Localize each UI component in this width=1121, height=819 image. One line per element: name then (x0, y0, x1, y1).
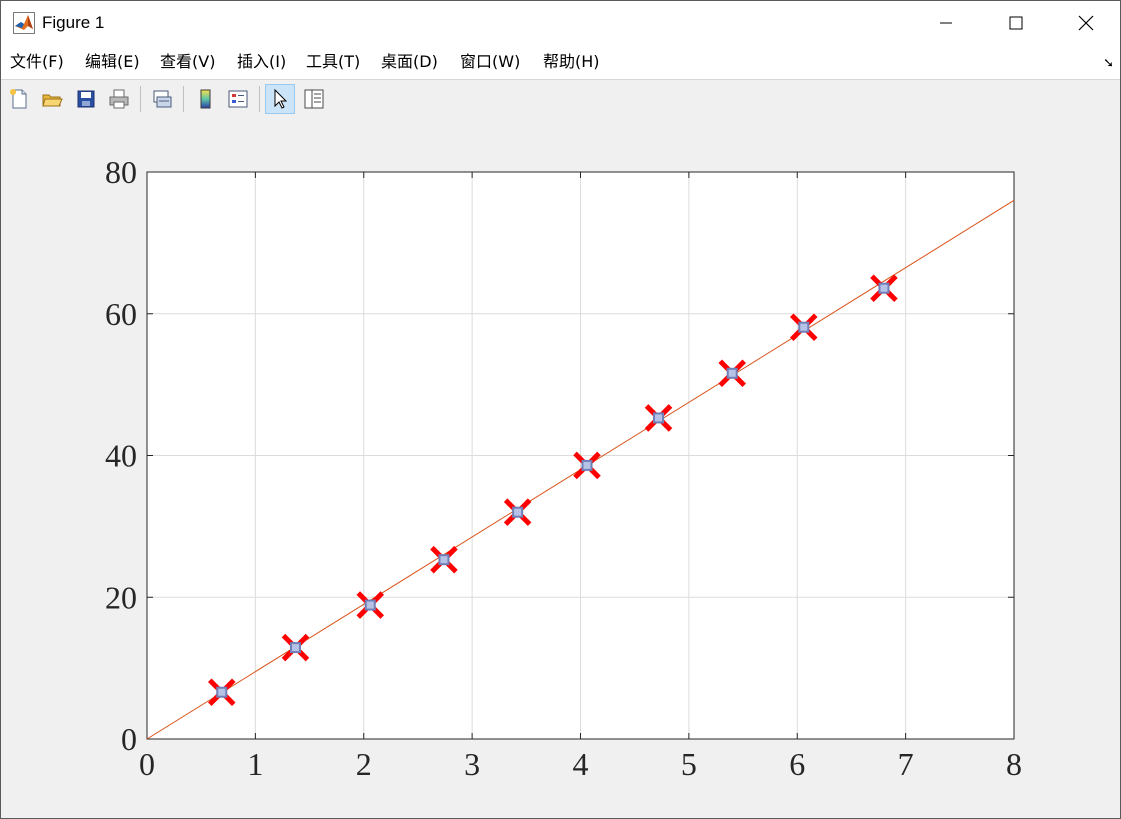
print-icon (109, 89, 129, 109)
insert-legend-icon (228, 90, 248, 108)
dock-arrow-icon[interactable]: ➘ (1103, 55, 1114, 70)
property-inspector-button[interactable] (299, 84, 329, 114)
print-button[interactable] (104, 84, 134, 114)
link-plot-icon (153, 90, 172, 108)
x-tick-label: 6 (789, 746, 805, 782)
menu-edit[interactable]: 编辑(E) (85, 52, 140, 71)
insert-colorbar-icon (200, 89, 211, 109)
link-plot-button[interactable] (147, 84, 177, 114)
square-marker (581, 459, 593, 471)
menu-view[interactable]: 查看(V) (160, 52, 216, 71)
minimize-icon (940, 22, 952, 24)
close-button[interactable] (1051, 1, 1120, 45)
menu-window[interactable]: 窗口(W) (460, 52, 521, 71)
title-bar: Figure 1 (1, 1, 1120, 45)
figure-canvas: 0 1 2 3 4 5 6 7 8 0 20 40 60 80 (1, 118, 1120, 818)
maximize-icon (1009, 16, 1023, 30)
square-marker (653, 412, 665, 424)
x-tick-label: 7 (898, 746, 914, 782)
y-tick-label: 0 (121, 721, 137, 757)
close-icon (1078, 15, 1094, 31)
menu-desktop[interactable]: 桌面(D) (381, 52, 438, 71)
minimize-button[interactable] (911, 1, 981, 45)
toolbar-separator (259, 86, 260, 112)
new-figure-button[interactable] (4, 84, 34, 114)
square-marker (438, 554, 450, 566)
maximize-button[interactable] (981, 1, 1051, 45)
insert-legend-button[interactable] (223, 84, 253, 114)
square-marker (726, 367, 738, 379)
square-marker (364, 599, 376, 611)
matlab-logo-icon (13, 12, 35, 34)
x-tick-label: 1 (247, 746, 263, 782)
y-tick-label: 80 (105, 154, 137, 190)
menu-help[interactable]: 帮助(H) (543, 52, 600, 71)
y-tick-label: 60 (105, 296, 137, 332)
insert-colorbar-button[interactable] (190, 84, 220, 114)
y-tick-label: 20 (105, 579, 137, 615)
toolbar-separator (140, 86, 141, 112)
window-title: Figure 1 (42, 13, 105, 32)
x-tick-label: 3 (464, 746, 480, 782)
save-icon (77, 90, 95, 108)
x-tick-label: 2 (356, 746, 372, 782)
open-file-button[interactable] (37, 84, 67, 114)
save-button[interactable] (71, 84, 101, 114)
menu-bar: 文件(F) 编辑(E) 查看(V) 插入(I) 工具(T) 桌面(D) 窗口(W… (1, 45, 1120, 79)
property-inspector-icon (304, 89, 324, 109)
square-marker (878, 282, 890, 294)
menu-file[interactable]: 文件(F) (10, 52, 64, 71)
toolbar-separator (183, 86, 184, 112)
edit-plot-pointer-icon (274, 88, 288, 109)
x-tick-label: 8 (1006, 746, 1022, 782)
menu-insert[interactable]: 插入(I) (237, 52, 287, 71)
new-figure-icon (10, 89, 27, 109)
square-marker (512, 506, 524, 518)
toolbar (1, 79, 1120, 119)
x-tick-label: 4 (573, 746, 589, 782)
menu-tools[interactable]: 工具(T) (306, 52, 361, 71)
square-marker (798, 321, 810, 333)
x-tick-label: 5 (681, 746, 697, 782)
y-tick-label: 40 (105, 438, 137, 474)
edit-plot-button[interactable] (265, 84, 295, 114)
square-marker (216, 686, 228, 698)
square-marker (289, 642, 301, 654)
open-file-icon (42, 94, 63, 107)
x-tick-label: 0 (139, 746, 155, 782)
